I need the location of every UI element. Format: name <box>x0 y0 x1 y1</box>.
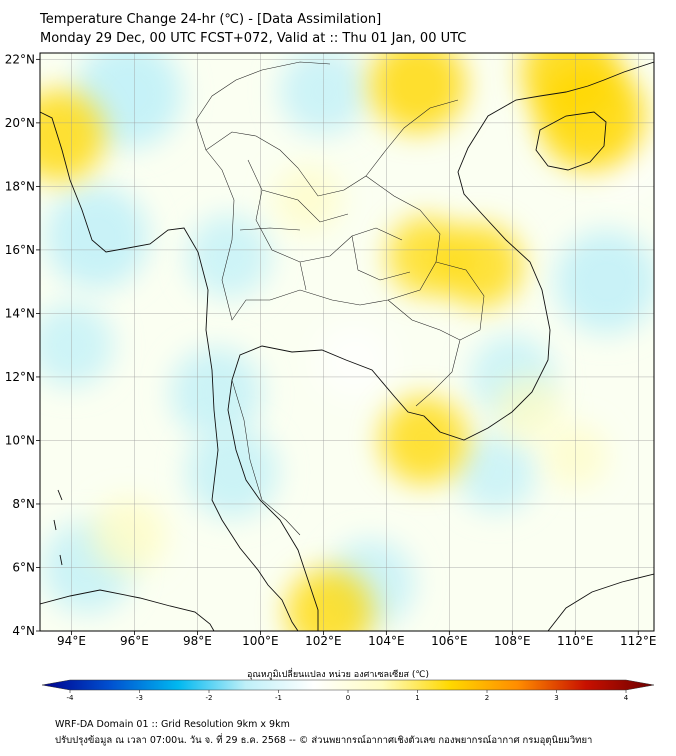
cambodia-border <box>387 299 461 407</box>
lon-label-3: 100°E <box>242 634 279 648</box>
colorbar-tick-label-0: -4 <box>67 694 75 702</box>
lat-label-4: 14°N <box>5 306 35 320</box>
anomaly-blob-19 <box>438 223 523 308</box>
colorbar-tick-label-2: -2 <box>206 694 213 702</box>
lon-label-5: 104°E <box>368 634 405 648</box>
chart-subtitle: Monday 29 Dec, 00 UTC FCST+072, Valid at… <box>40 31 467 46</box>
anomaly-blob-13 <box>316 323 393 400</box>
footer-model-info: WRF-DA Domain 01 :: Grid Resolution 9km … <box>55 719 290 730</box>
anomaly-blob-23 <box>273 165 342 234</box>
anomaly-field <box>40 53 654 631</box>
colorbar: -4 -3 -2 -1 0 1 2 3 4 <box>41 679 655 702</box>
sumatra-coast <box>40 589 215 631</box>
lat-label-8: 6°N <box>12 560 35 574</box>
lon-label-2: 98°E <box>183 634 212 648</box>
lat-label-2: 18°N <box>5 179 35 193</box>
colorbar-tick-label-8: 4 <box>624 694 629 702</box>
anomaly-blob-11 <box>456 432 537 513</box>
footer-credit: ปรับปรุงข้อมูล ณ เวลา 07:00น. วัน จ. ที่… <box>55 735 593 746</box>
lat-label-0: 22°N <box>5 52 35 66</box>
inner-provinces <box>239 159 411 291</box>
colorbar-ticks: -4 -3 -2 -1 0 1 2 3 4 <box>67 690 629 702</box>
lat-label-1: 20°N <box>5 116 35 130</box>
anomaly-blob-2 <box>186 214 271 299</box>
lon-label-7: 108°E <box>494 634 531 648</box>
anomaly-blob-4 <box>186 426 279 519</box>
colorbar-tick-label-7: 3 <box>554 694 558 702</box>
anomaly-blob-24 <box>494 374 563 443</box>
lon-label-1: 96°E <box>120 634 149 648</box>
laos-vietnam-border <box>365 99 485 341</box>
anomaly-blob-21 <box>285 567 374 631</box>
colorbar-tick-label-5: 1 <box>415 694 419 702</box>
anomaly-blob-6 <box>554 229 654 334</box>
colorbar-label: อุณหภูมิเปลี่ยนแปลง หน่วย องศาเซลเซียส (… <box>246 670 430 680</box>
lon-label-6: 106°E <box>431 634 468 648</box>
peninsula-border <box>231 379 301 536</box>
anomaly-blob-1 <box>44 185 149 290</box>
colorbar-tick-label-6: 2 <box>485 694 489 702</box>
anomaly-blob-17 <box>40 89 105 182</box>
map-plot-area: 22°N 20°N 18°N 16°N 14°N 12°N 10°N 8°N 6°N 4°N 94°… <box>5 52 657 648</box>
coastline-layer <box>40 61 654 631</box>
mainland-coastline <box>40 111 299 631</box>
axis-labels: 22°N 20°N 18°N 16°N 14°N 12°N 10°N 8°N 6°N 4°N 94°… <box>5 52 657 648</box>
lat-label-9: 4°N <box>12 624 35 638</box>
lat-label-6: 10°N <box>5 433 35 447</box>
anomaly-blob-3 <box>170 346 263 439</box>
lon-label-0: 94°E <box>57 634 86 648</box>
lat-label-3: 16°N <box>5 243 35 257</box>
lon-label-8: 110°E <box>557 634 594 648</box>
anomaly-blob-22 <box>90 497 167 574</box>
lat-label-5: 12°N <box>5 370 35 384</box>
myanmar-border <box>195 61 331 151</box>
lat-label-7: 8°N <box>12 497 35 511</box>
thailand-border <box>205 131 441 321</box>
colorbar-tick-label-3: -1 <box>275 694 282 702</box>
plot-frame <box>39 52 655 632</box>
gulf-coastline <box>227 61 654 631</box>
colorbar-tick-label-4: 0 <box>346 694 350 702</box>
chart-title: Temperature Change 24-hr (℃) - [Data Ass… <box>40 12 382 27</box>
lon-label-4: 102°E <box>305 634 342 648</box>
lon-label-9: 112°E <box>620 634 657 648</box>
hainan-island <box>535 111 607 171</box>
anomaly-blob-15 <box>520 53 617 121</box>
andaman-islands <box>53 489 63 566</box>
colorbar-tick-label-1: -3 <box>136 694 143 702</box>
province-borders <box>195 61 485 536</box>
anomaly-blob-16 <box>369 53 466 133</box>
colorbar-gradient <box>41 679 655 691</box>
borneo-coast <box>547 573 654 631</box>
anomaly-blob-8 <box>40 303 114 388</box>
